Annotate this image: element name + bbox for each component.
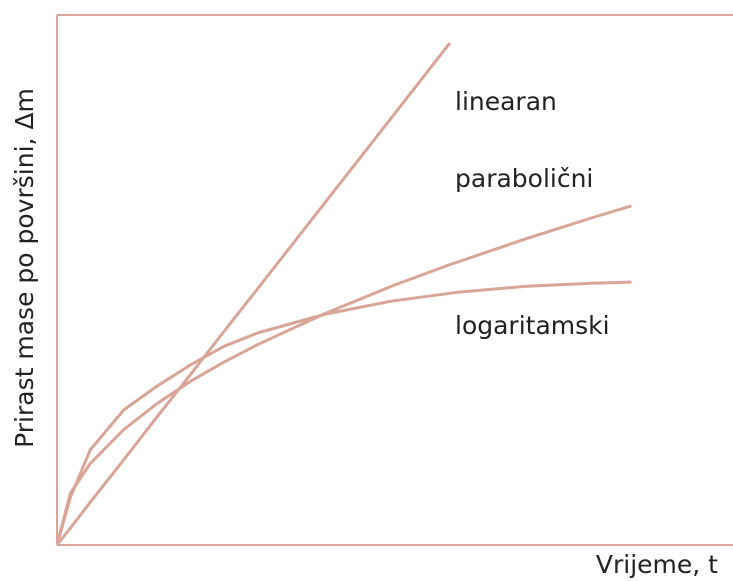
series-label: linearan	[455, 87, 557, 116]
y-axis-label: Prirast mase po površini, Δm	[10, 88, 39, 448]
series-line	[55, 280, 632, 546]
series-label: parabolični	[455, 164, 593, 193]
series-line	[55, 204, 632, 546]
series-label: logaritamski	[455, 311, 610, 340]
x-axis-label: Vrijeme, t	[596, 550, 718, 579]
series-line	[55, 42, 451, 546]
